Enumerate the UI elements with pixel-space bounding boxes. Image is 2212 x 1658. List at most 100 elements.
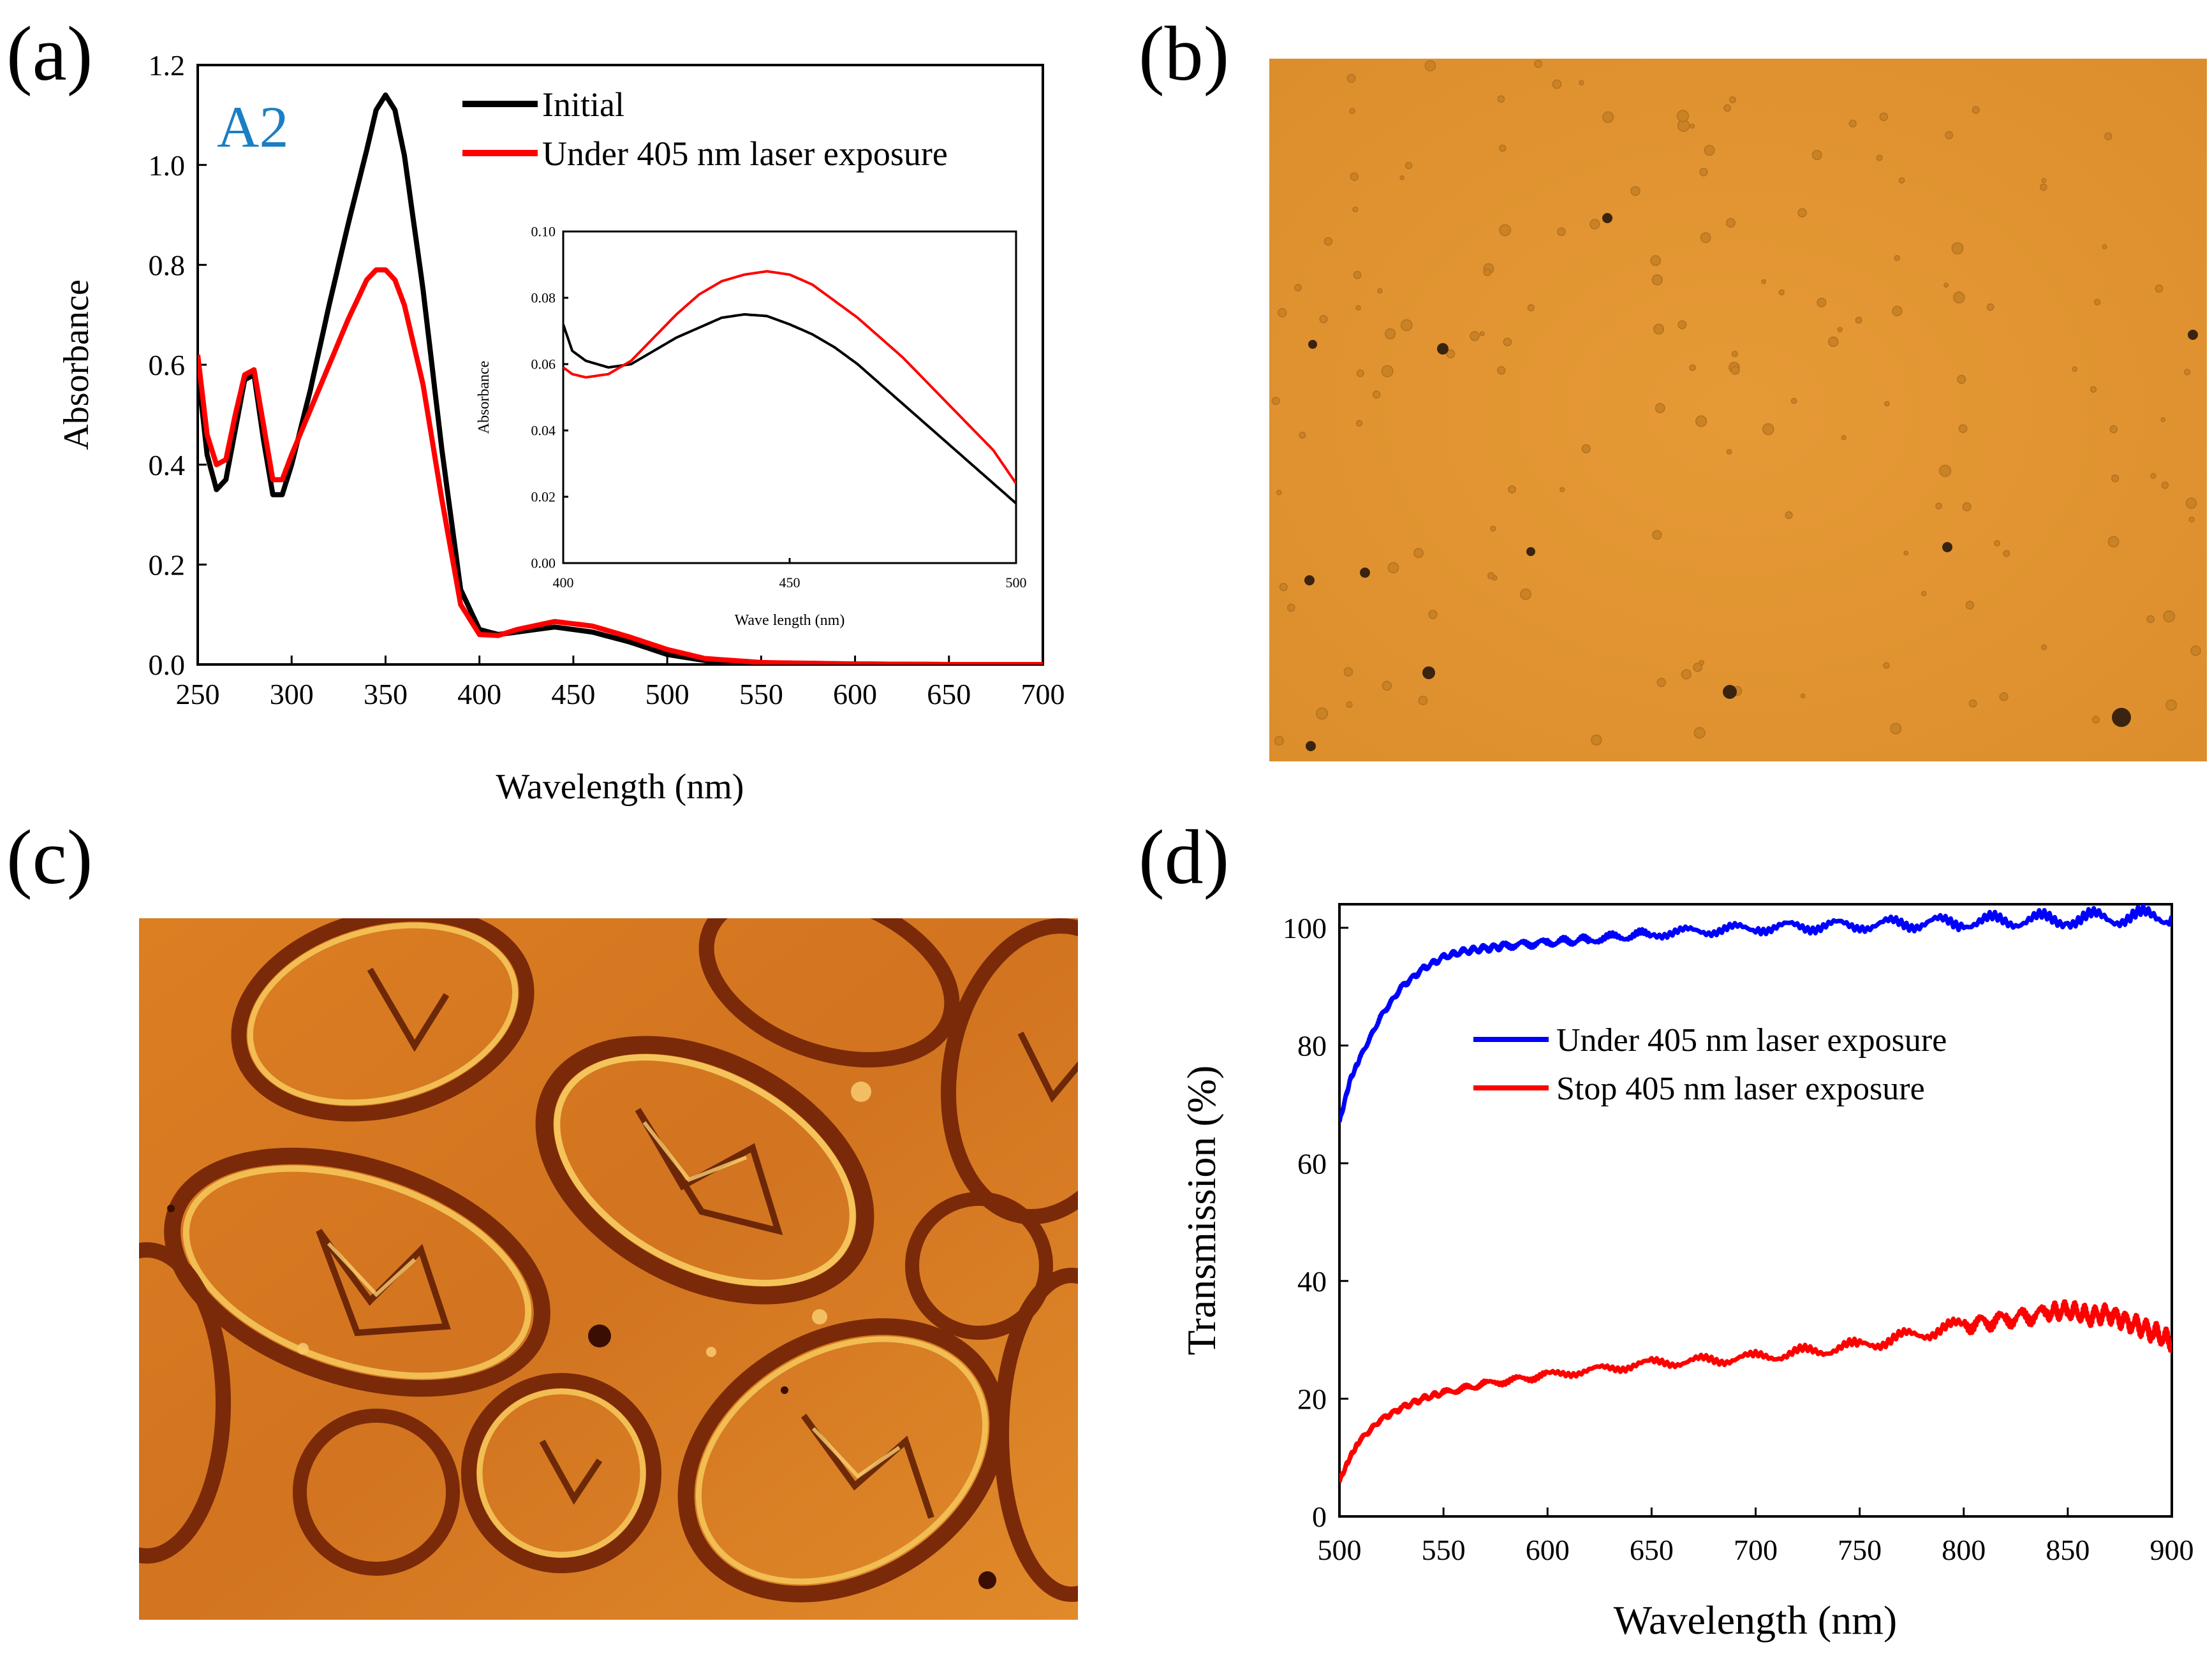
droplet (1827, 336, 1839, 348)
chart-a-series (198, 92, 1043, 664)
droplet (1630, 186, 1641, 196)
dark-particle (1422, 666, 1435, 679)
droplet (1581, 444, 1591, 453)
chart-a-inset-plot-frame (562, 230, 1017, 564)
x-tick-label: 600 (1526, 1534, 1570, 1566)
droplet (1939, 464, 1952, 477)
droplet (1274, 736, 1284, 746)
droplet (1346, 73, 1356, 83)
x-tick-label: 450 (779, 575, 800, 591)
droplet (1355, 305, 1361, 311)
droplet (2146, 615, 2155, 624)
droplet (1837, 326, 1843, 333)
droplet (1811, 150, 1822, 161)
y-tick-label: 80 (1297, 1030, 1327, 1062)
x-tick-label: 900 (2150, 1534, 2194, 1566)
y-tick-label: 60 (1297, 1147, 1327, 1180)
droplet (1883, 662, 1890, 669)
droplet (2188, 517, 2195, 523)
droplet (1855, 316, 1862, 324)
droplet (1903, 550, 1909, 556)
y-tick-label: 0.4 (149, 449, 186, 481)
series-line-2 (1339, 1299, 2172, 1484)
droplet (2185, 497, 2197, 509)
droplet (1921, 591, 1927, 597)
droplet (1319, 314, 1328, 323)
x-tick-label: 550 (739, 678, 783, 710)
droplet (1951, 242, 1964, 254)
droplet (1496, 366, 1506, 375)
chart-a-inset-ylabel: Absorbance (476, 361, 492, 434)
micrograph-b-droplets (1271, 59, 2201, 751)
droplet (1965, 601, 1975, 610)
x-tick-label: 400 (457, 678, 501, 710)
y-tick-label: 40 (1297, 1265, 1327, 1298)
chart-a-tag: A2 (217, 94, 288, 159)
droplet (2102, 244, 2107, 249)
dark-particle (1526, 547, 1535, 556)
x-tick-label: 800 (1942, 1534, 1986, 1566)
micrograph-b (1269, 59, 2207, 761)
x-tick-label: 700 (1734, 1534, 1778, 1566)
droplet (1785, 511, 1793, 519)
droplet (1962, 502, 1972, 511)
droplet (1353, 270, 1362, 279)
droplet (1579, 80, 1584, 85)
droplet (1699, 168, 1708, 177)
x-tick-label: 500 (645, 678, 689, 710)
droplet (1652, 530, 1662, 540)
droplet (1898, 177, 1905, 184)
droplet (1999, 692, 2009, 701)
y-tick-label: 0.8 (149, 249, 186, 281)
droplet (2104, 132, 2112, 140)
panel-label-d: (d) (1139, 814, 1229, 900)
y-tick-label: 0.04 (531, 423, 556, 439)
droplet (1271, 397, 1280, 406)
y-tick-label: 0.10 (531, 224, 556, 240)
droplet (2111, 474, 2120, 483)
droplet (1503, 337, 1512, 347)
droplet (1817, 297, 1827, 307)
droplet (2090, 386, 2097, 393)
droplet (1972, 106, 1980, 114)
x-tick-label: 550 (1422, 1534, 1466, 1566)
droplet (1762, 423, 1774, 436)
droplet (1399, 175, 1405, 180)
series-line-1 (563, 313, 1016, 504)
chart-d-series (1339, 904, 2172, 1484)
droplet (1695, 415, 1707, 427)
droplet (1693, 663, 1702, 672)
droplet (2155, 284, 2164, 293)
droplet (1848, 119, 1857, 128)
droplet (1994, 539, 2001, 547)
droplet (1730, 365, 1740, 375)
droplet (1470, 331, 1480, 341)
droplet (1761, 279, 1767, 284)
y-tick-label: 1.2 (149, 49, 186, 82)
chart-a-axes: 250 300 350 400 450 500 550 600 650 700 0.0 0.2 0.4 0… (149, 49, 1065, 710)
series-line-2 (563, 270, 1016, 485)
droplet (1479, 331, 1485, 337)
droplet (2003, 550, 2010, 557)
y-tick-label: 100 (1283, 912, 1327, 944)
y-tick-label: 0 (1312, 1500, 1327, 1533)
droplet (1986, 303, 1994, 311)
droplet (1681, 669, 1692, 680)
chart-d: 500 550 600 650 700 750 800 850 900020406080100 … (1179, 903, 2194, 1643)
chart-d-xlabel: Wavelength (nm) (1614, 1597, 1897, 1643)
chart-d-legend-under: Under 405 nm laser exposure (1556, 1022, 1947, 1059)
droplet (1356, 369, 1364, 378)
chart-a: 250 300 350 400 450 500 550 600 650 700 0.0 0.2 0.4 0… (57, 49, 1065, 807)
droplet (2163, 610, 2176, 622)
droplet (1890, 723, 1902, 735)
dark-particle (2112, 708, 2131, 727)
y-tick-label: 20 (1297, 1383, 1327, 1415)
panel-label-c: (c) (6, 814, 92, 900)
droplet (1953, 291, 1965, 304)
droplet (1483, 268, 1491, 277)
droplet (1602, 111, 1614, 123)
x-tick-label: 500 (1006, 575, 1027, 591)
x-tick-label: 650 (1630, 1534, 1674, 1566)
droplet (1693, 727, 1706, 739)
dark-particle (1360, 568, 1370, 578)
